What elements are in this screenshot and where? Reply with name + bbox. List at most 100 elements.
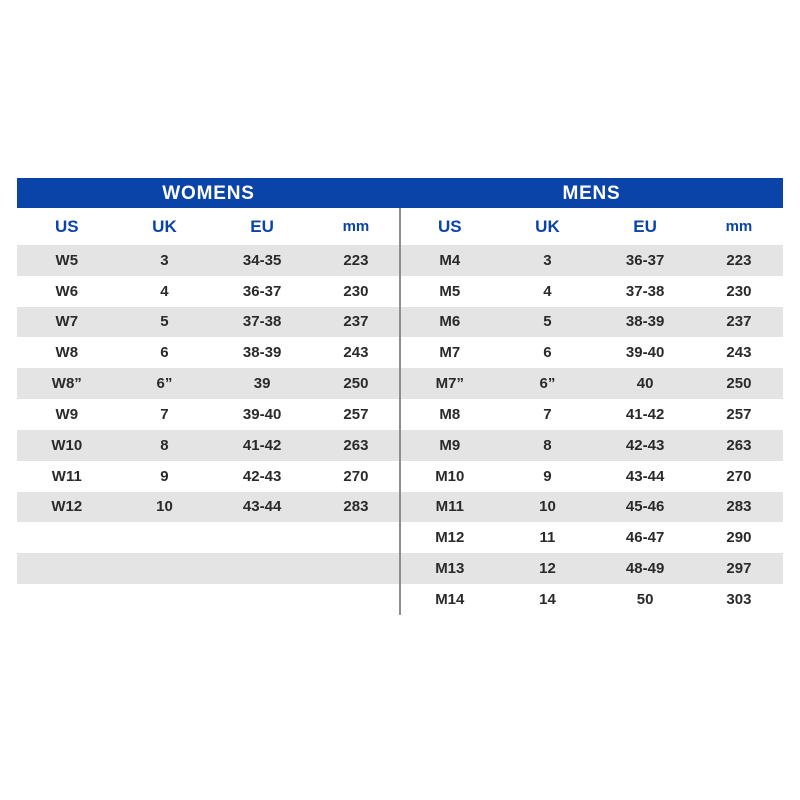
cell-mm: 230 (343, 282, 369, 300)
cell-eu: 38-39 (242, 344, 282, 362)
cell-mm: 223 (726, 251, 752, 269)
cell-us: M4 (439, 251, 461, 269)
empty-row (17, 522, 400, 554)
table-row: W6 4 36-37 230 (17, 275, 400, 307)
cell-mm: 263 (343, 436, 369, 454)
cell-mm: 270 (343, 467, 369, 485)
chart-title-bar-row: WOMENS MENS (17, 178, 783, 208)
cell-mm: 297 (726, 560, 752, 578)
cell-uk: 4 (160, 282, 169, 300)
cell-us: W5 (55, 251, 79, 269)
cell-uk: 7 (160, 405, 169, 423)
cell-us: W8” (51, 375, 82, 393)
cell-eu: 39-40 (242, 405, 282, 423)
cell-us: W9 (55, 405, 79, 423)
cell-us: M7 (439, 344, 461, 362)
cell-eu: 42-43 (242, 467, 282, 485)
table-row: M7” 6” 40 250 (400, 368, 783, 400)
cell-uk: 5 (160, 313, 169, 331)
cell-us: M5 (439, 282, 461, 300)
cell-mm: 257 (343, 405, 369, 423)
cell-eu: 39-40 (625, 344, 665, 362)
cell-uk: 3 (543, 251, 552, 269)
cell-uk: 11 (539, 529, 556, 547)
mens-column-header-uk: UK (535, 216, 560, 236)
cell-eu: 46-47 (625, 529, 665, 547)
panel-divider (399, 208, 401, 615)
cell-mm: 250 (343, 375, 369, 393)
cell-mm: 283 (726, 498, 752, 516)
cell-mm: 223 (343, 251, 369, 269)
womens-title-bar: WOMENS (17, 178, 400, 208)
cell-us: W6 (55, 282, 79, 300)
cell-uk: 8 (543, 436, 552, 454)
table-row: M10 9 43-44 270 (400, 460, 783, 492)
mens-heading-label: MENS (562, 182, 621, 204)
table-row: M12 11 46-47 290 (400, 522, 783, 554)
chart-panels: US UK EU mm W5 3 34-35 223 W6 4 36-37 23… (17, 208, 783, 615)
table-row: W10 8 41-42 263 (17, 429, 400, 461)
cell-eu: 36-37 (625, 251, 665, 269)
mens-title-bar: MENS (400, 178, 783, 208)
cell-us: W8 (55, 344, 79, 362)
cell-mm: 250 (726, 375, 752, 393)
womens-column-header-eu: EU (250, 216, 274, 236)
cell-us: M7” (435, 375, 464, 393)
mens-panel: US UK EU mm M4 3 36-37 223 M5 4 37-38 23… (400, 208, 783, 615)
cell-mm: 263 (726, 436, 752, 454)
cell-eu: 37-38 (625, 282, 665, 300)
cell-uk: 8 (160, 436, 169, 454)
cell-uk: 3 (160, 251, 169, 269)
table-row: W8” 6” 39 250 (17, 368, 400, 400)
womens-column-header-us: US (54, 216, 79, 236)
table-row: W8 6 38-39 243 (17, 337, 400, 369)
cell-us: W12 (51, 498, 83, 516)
table-row: W11 9 42-43 270 (17, 460, 400, 492)
cell-uk: 10 (156, 498, 173, 516)
cell-us: M8 (439, 405, 461, 423)
mens-column-header-eu: EU (633, 216, 657, 236)
cell-eu: 42-43 (625, 436, 665, 454)
empty-row (17, 553, 400, 585)
cell-eu: 39 (253, 375, 271, 393)
table-row: M13 12 48-49 297 (400, 553, 783, 585)
cell-mm: 243 (726, 344, 752, 362)
cell-us: M6 (439, 313, 461, 331)
cell-eu: 43-44 (625, 467, 665, 485)
cell-uk: 10 (539, 498, 556, 516)
cell-mm: 303 (726, 591, 752, 609)
cell-mm: 283 (343, 498, 369, 516)
cell-us: W10 (51, 436, 83, 454)
womens-column-header-row: US UK EU mm (17, 208, 400, 245)
table-row: M14 14 50 303 (400, 584, 783, 615)
table-row: W9 7 39-40 257 (17, 399, 400, 430)
womens-column-header-mm: mm (342, 217, 370, 235)
table-row: W5 3 34-35 223 (17, 244, 400, 276)
cell-uk: 12 (539, 560, 556, 578)
cell-uk: 6” (156, 375, 173, 393)
cell-us: W7 (55, 313, 79, 331)
table-row: M6 5 38-39 237 (400, 306, 783, 338)
cell-uk: 14 (539, 591, 556, 609)
cell-uk: 7 (543, 405, 552, 423)
cell-uk: 9 (160, 467, 169, 485)
cell-eu: 36-37 (242, 282, 282, 300)
cell-us: W11 (51, 467, 82, 485)
cell-mm: 230 (726, 282, 752, 300)
table-row: M11 10 45-46 283 (400, 491, 783, 523)
cell-mm: 257 (726, 405, 752, 423)
size-chart: WOMENS MENS US UK EU mm W5 3 34-35 223 W… (17, 178, 783, 615)
cell-us: M10 (435, 467, 465, 485)
cell-eu: 41-42 (242, 436, 282, 454)
cell-us: M14 (435, 591, 465, 609)
womens-panel: US UK EU mm W5 3 34-35 223 W6 4 36-37 23… (17, 208, 400, 615)
mens-column-header-row: US UK EU mm (400, 208, 783, 245)
cell-uk: 6” (539, 375, 556, 393)
cell-eu: 48-49 (625, 560, 665, 578)
womens-heading-label: WOMENS (162, 182, 255, 204)
table-row: M5 4 37-38 230 (400, 275, 783, 307)
table-row: M4 3 36-37 223 (400, 244, 783, 276)
cell-eu: 45-46 (625, 498, 665, 516)
cell-eu: 41-42 (625, 405, 665, 423)
cell-eu: 38-39 (625, 313, 665, 331)
